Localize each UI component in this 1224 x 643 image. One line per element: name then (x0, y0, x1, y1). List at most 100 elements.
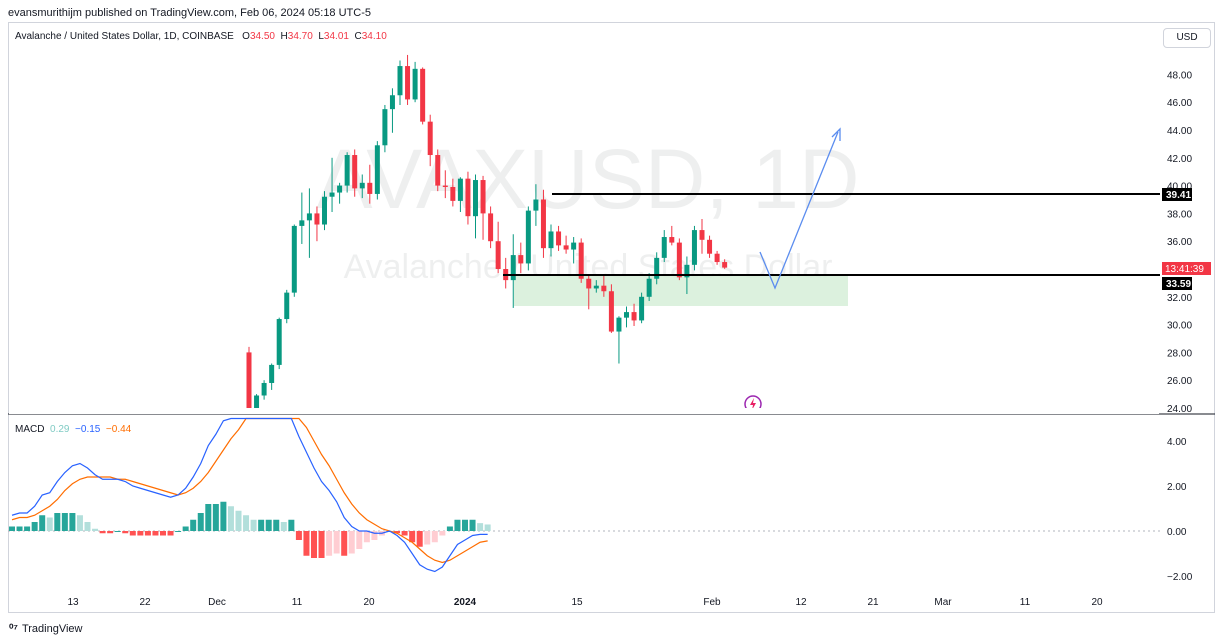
macd-hist-bar (295, 531, 302, 540)
candle (518, 242, 524, 274)
macd-hist-value: 0.29 (50, 424, 70, 435)
candle (488, 206, 494, 249)
candle (714, 250, 720, 265)
footer-brand[interactable]: ⁰⁷ TradingView (9, 622, 83, 636)
support-zone[interactable] (514, 275, 848, 306)
resistance-tag-label: 39.41 (1166, 190, 1191, 201)
candle-body (367, 182, 373, 194)
price-axis-label: 38.00 (1167, 209, 1192, 220)
candle-body (352, 155, 358, 189)
tradingview-logo-icon: ⁰⁷ (9, 623, 18, 635)
candle (442, 170, 448, 199)
candle-body (442, 185, 448, 187)
candle-body (435, 155, 441, 186)
macd-hist-bar (318, 531, 325, 558)
candle-body (329, 192, 335, 197)
macd-hist-bar (92, 528, 99, 531)
candle (420, 67, 426, 125)
candle-body (306, 213, 312, 221)
countdown-tag[interactable]: 13:41:39 (1162, 262, 1211, 275)
countdown-tag-label: 13:41:39 (1165, 264, 1204, 275)
candle-body (254, 395, 260, 410)
macd-hist-bar (446, 526, 453, 531)
candle-body (427, 121, 433, 156)
candle-body (510, 255, 516, 281)
support-tag[interactable]: 33.59 (1162, 277, 1192, 290)
macd-hist-bar (265, 519, 272, 531)
projection-path[interactable] (759, 131, 839, 290)
candle-body (276, 319, 282, 365)
macd-hist-bar (144, 531, 151, 536)
candle (314, 206, 320, 242)
high-key: H (280, 31, 288, 42)
macd-hist-bar (454, 519, 461, 531)
macd-hist-bar (439, 531, 446, 536)
candle-body (299, 220, 305, 226)
candle (352, 149, 358, 197)
macd-hist-bar (258, 519, 265, 531)
candle (540, 189, 546, 258)
macd-label: MACD (15, 424, 45, 435)
candle-body (608, 291, 614, 332)
macd-hist-bar (129, 531, 136, 536)
candle (261, 380, 267, 400)
macd-axis-label: −2.00 (1167, 572, 1193, 583)
candle (661, 230, 667, 263)
macd-signal-value: −0.44 (105, 424, 132, 435)
time-axis[interactable]: 13 22 Dec 11 20 2024 15 Feb 12 21 Mar 11 20 (67, 597, 1103, 608)
macd-line-value: −0.15 (75, 424, 101, 435)
price-axis[interactable]: 48.0046.0044.0042.0040.0038.0036.0034.00… (1167, 70, 1192, 415)
close-key: C (354, 31, 362, 42)
candle (435, 149, 441, 192)
time-axis-label: 11 (1020, 597, 1031, 608)
candle-body (495, 241, 501, 269)
macd-hist-bar (182, 526, 189, 531)
macd-hist-bar (409, 531, 416, 543)
currency-button[interactable]: USD (1163, 28, 1211, 48)
candle (601, 275, 607, 297)
candle-body (556, 231, 562, 246)
candle-body (525, 210, 531, 264)
time-axis-label: Feb (703, 597, 721, 608)
candle (480, 175, 486, 240)
candle-body (586, 278, 592, 289)
time-axis-label: 2024 (454, 597, 477, 608)
support-tag-label: 33.59 (1166, 279, 1191, 290)
macd-hist-bar (190, 519, 197, 531)
candle-body (465, 178, 471, 217)
candle-body (624, 312, 629, 318)
candle (578, 238, 584, 283)
candle (593, 280, 599, 293)
candle (676, 238, 682, 281)
macd-hist-bar (227, 506, 234, 531)
macd-hist-bar (137, 531, 144, 536)
published-line: evansmurithijm published on TradingView.… (8, 7, 371, 19)
watermark-ticker: AVAXUSD, 1D (316, 132, 859, 226)
candle-body (669, 237, 675, 243)
candle-body (639, 296, 645, 321)
candle (276, 317, 282, 370)
candle (427, 114, 433, 167)
candle-body (654, 257, 660, 279)
candle (556, 225, 562, 251)
price-axis-label: 42.00 (1167, 154, 1192, 165)
candle (631, 303, 637, 326)
candle-body (284, 292, 290, 320)
time-axis-label: 20 (363, 597, 375, 608)
candle (586, 274, 592, 310)
high-value: 34.70 (287, 31, 313, 42)
candle-body (616, 317, 622, 332)
macd-axis[interactable]: 4.00 2.00 0.00 −2.00 (1167, 437, 1193, 583)
candle (608, 284, 614, 333)
resistance-tag[interactable]: 39.41 (1162, 188, 1192, 201)
price-axis-label: 32.00 (1167, 293, 1192, 304)
macd-hist-bar (212, 504, 219, 531)
candle-body (397, 66, 403, 96)
macd-hist-bar (9, 526, 15, 531)
macd-hist-bar (326, 531, 333, 556)
candle-body (488, 213, 494, 242)
candle-body (571, 242, 577, 250)
candle (571, 237, 577, 264)
candle (450, 178, 456, 207)
